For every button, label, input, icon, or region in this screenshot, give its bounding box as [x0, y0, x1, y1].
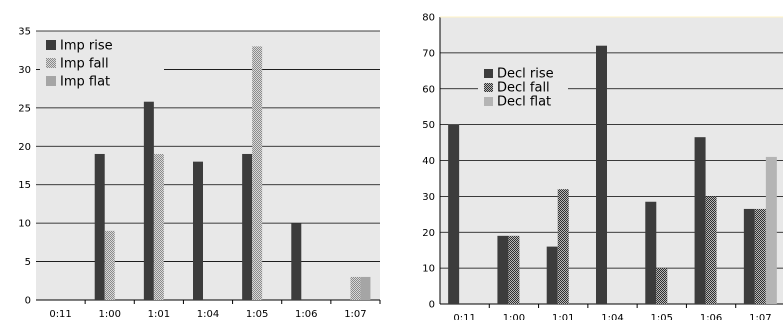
y-tick-label: 15 — [18, 180, 31, 191]
y-tick-label: 50 — [422, 120, 435, 131]
bar — [497, 235, 509, 304]
bar — [252, 46, 263, 300]
bar — [448, 124, 460, 304]
legend-swatch — [46, 58, 56, 68]
legend-label: Decl flat — [497, 95, 551, 110]
bar — [153, 153, 164, 300]
chart-right: 0 10 20 30 40 50 60 70 80 0:11 1:00 1:01 1:04 1:05 1:0… — [422, 13, 783, 320]
bar — [596, 45, 607, 304]
chart-left: 0 5 10 15 20 25 30 35 0:11 1:00 1:01 1:04 1:05 1:06 1:… — [18, 27, 381, 320]
legend-swatch — [484, 97, 493, 106]
y-tick-label: 10 — [422, 264, 435, 275]
legend-swatch — [484, 83, 493, 92]
bar — [193, 161, 203, 300]
x-tick-label: 1:07 — [749, 313, 771, 320]
bar — [143, 101, 154, 300]
y-tick-label: 80 — [422, 13, 435, 24]
x-tick-label: 1:06 — [700, 313, 722, 320]
x-tick-label: 1:00 — [98, 309, 120, 320]
legend-swatch — [46, 40, 56, 50]
y-tick-label: 35 — [18, 27, 31, 38]
y-tick-label: 25 — [18, 103, 31, 114]
legend-swatch — [484, 69, 493, 78]
legend-label: Decl rise — [497, 67, 554, 82]
legend-label: Decl fall — [497, 81, 550, 96]
y-tick-label: 60 — [422, 84, 435, 95]
x-tick-label: 1:04 — [197, 309, 219, 320]
bar — [743, 208, 755, 304]
x-tick-label: 1:04 — [601, 313, 623, 320]
x-tick-label: 1:05 — [246, 309, 268, 320]
x-tick-label: 1:01 — [552, 313, 574, 320]
bar — [557, 189, 569, 304]
bar — [705, 196, 717, 304]
bar — [765, 156, 777, 304]
y-tick-label: 0 — [25, 296, 31, 307]
y-tick-label: 70 — [422, 48, 435, 59]
legend-swatch — [46, 76, 56, 86]
y-tick-label: 20 — [422, 228, 435, 239]
bar — [94, 153, 105, 300]
y-tick-label: 10 — [18, 219, 31, 230]
y-tick-label: 30 — [422, 192, 435, 203]
bar — [360, 276, 371, 300]
y-tick-label: 20 — [18, 142, 31, 153]
bar — [546, 246, 558, 304]
y-tick-label: 5 — [25, 257, 31, 268]
bar — [656, 268, 668, 304]
legend-label: Imp flat — [60, 75, 110, 90]
bar — [242, 153, 253, 300]
legend-box — [40, 33, 164, 96]
x-tick-label: 0:11 — [453, 313, 475, 320]
bar — [694, 137, 706, 304]
bar — [104, 230, 115, 300]
bar — [645, 201, 657, 304]
bar — [350, 276, 361, 300]
x-tick-label: 1:01 — [148, 309, 170, 320]
y-tick-label: 30 — [18, 65, 31, 76]
y-tick-label: 40 — [422, 156, 435, 167]
x-tick-label: 0:11 — [49, 309, 71, 320]
x-tick-label: 1:07 — [344, 309, 366, 320]
bar — [508, 235, 520, 304]
legend-label: Imp fall — [60, 57, 109, 72]
bar — [291, 223, 302, 300]
x-tick-label: 1:06 — [295, 309, 317, 320]
x-tick-label: 1:00 — [503, 313, 525, 320]
bar — [754, 208, 766, 304]
y-tick-label: 0 — [429, 300, 435, 311]
x-tick-label: 1:05 — [651, 313, 673, 320]
legend-label: Imp rise — [60, 39, 113, 54]
